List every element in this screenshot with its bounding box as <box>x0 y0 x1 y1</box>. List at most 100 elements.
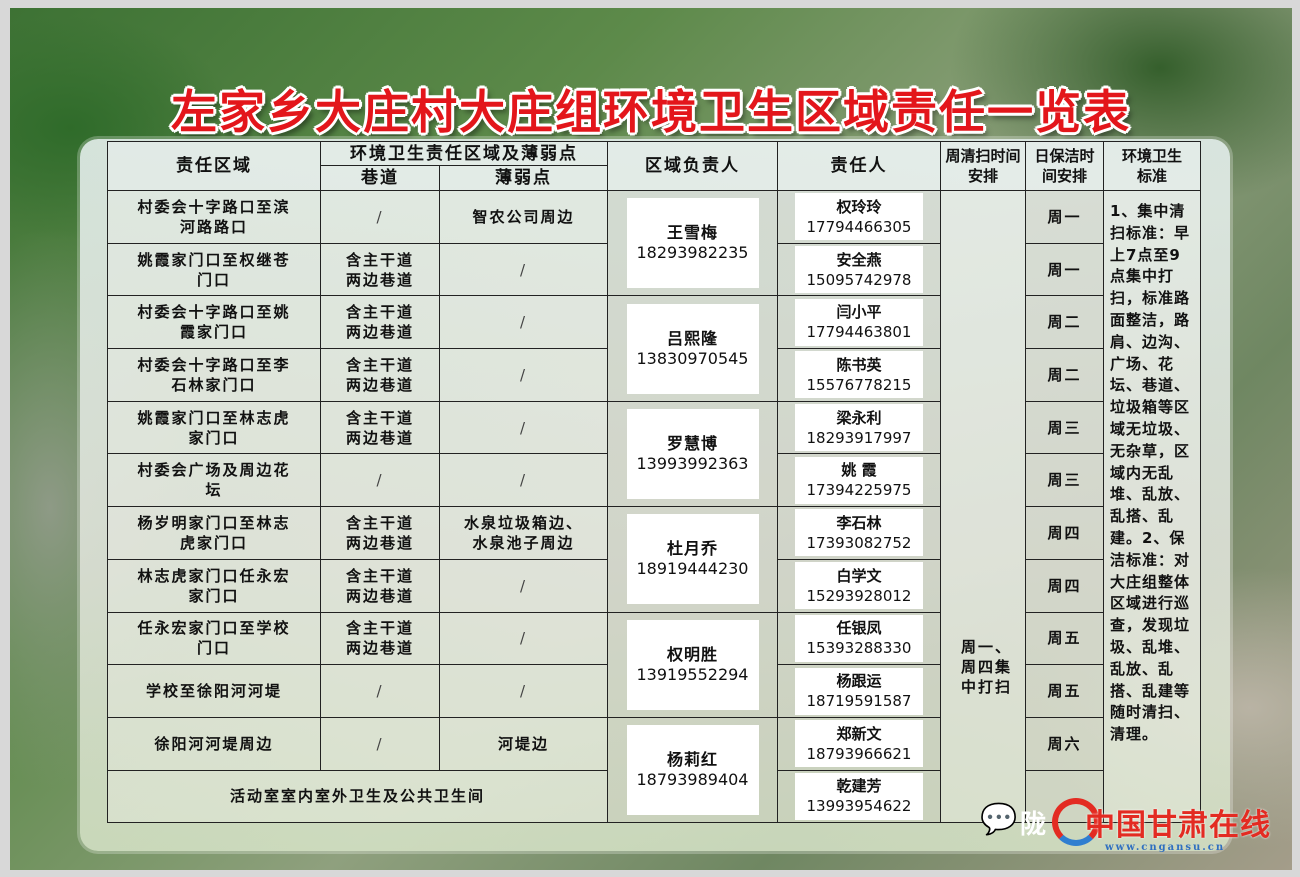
leader-card: 权明胜 13919552294 <box>626 619 759 710</box>
table-row: 村委会十字路口至姚霞家门口 含主干道两边巷道 / 吕熙隆 13830970545 闫小平 1… <box>107 295 1201 402</box>
area-cell: 村委会十字路口至李石林家门口 <box>107 348 321 402</box>
lane-cell: / <box>320 716 440 771</box>
weak-point-cell: / <box>439 664 608 718</box>
responsible-card: 李石林 17393082752 <box>795 509 923 557</box>
daily-schedule-cell: 周二 <box>1025 295 1104 350</box>
header-responsible: 责任人 <box>777 141 941 191</box>
responsible-card: 安全燕 15095742978 <box>795 246 923 294</box>
daily-schedule-cell: 周四 <box>1025 506 1104 560</box>
area-cell: 任永宏家门口至学校门口 <box>107 611 321 666</box>
responsible-name: 李石林 <box>836 513 882 532</box>
watermark-brand: 中国甘肃在线 <box>1085 808 1271 843</box>
responsible-name: 郑新文 <box>836 724 882 743</box>
responsible-cell: 陈书英 15576778215 <box>777 348 941 402</box>
responsible-cell: 权玲玲 17794466305 <box>777 190 941 244</box>
weak-point-cell: / <box>439 295 608 350</box>
area-cell: 活动室室内室外卫生及公共卫生间 <box>107 769 608 824</box>
responsible-name: 闫小平 <box>836 303 882 322</box>
lane-cell: / <box>320 453 440 508</box>
responsible-card: 任银凤 15393288330 <box>795 614 923 662</box>
table-row: 姚霞家门口至林志虎家门口 含主干道两边巷道 / 罗慧博 13993992363 梁永利 18… <box>107 400 1201 508</box>
header-area: 责任区域 <box>107 141 321 191</box>
watermark-url: www.cngansu.cn <box>1105 842 1226 853</box>
header-standard: 环境卫生标准 <box>1103 141 1201 191</box>
leader-phone: 13830970545 <box>636 348 749 368</box>
leader-phone: 18293982235 <box>636 243 749 263</box>
table-row: 村委会广场及周边花坛 / / 姚 霞 17394225975 周三 <box>107 453 1201 508</box>
lane-cell: / <box>320 190 440 244</box>
responsible-cell: 郑新文 18793966621 <box>777 716 941 771</box>
daily-schedule-cell: 周四 <box>1025 558 1104 613</box>
responsible-cell: 闫小平 17794463801 <box>777 295 941 350</box>
leader-card: 杨莉红 18793989404 <box>626 725 759 816</box>
responsible-name: 姚 霞 <box>841 461 877 480</box>
responsible-cell: 姚 霞 17394225975 <box>777 453 941 508</box>
area-cell: 姚霞家门口至权继苍门口 <box>107 242 321 297</box>
area-cell: 学校至徐阳河河堤 <box>107 664 321 718</box>
leader-cell: 罗慧博 13993992363 <box>607 400 778 508</box>
weak-point-cell: / <box>439 453 608 508</box>
daily-schedule-cell: 周一 <box>1025 190 1104 244</box>
leader-name: 杜月乔 <box>666 539 718 559</box>
responsible-card: 权玲玲 17794466305 <box>795 193 923 241</box>
responsible-card: 陈书英 15576778215 <box>795 351 923 399</box>
responsible-cell: 任银凤 15393288330 <box>777 611 941 666</box>
table-row: 徐阳河河堤周边 / 河堤边 杨莉红 18793989404 郑新文 18793966621 周… <box>107 716 1201 824</box>
responsible-phone: 17794466305 <box>806 217 912 236</box>
daily-schedule-cell: 周六 <box>1025 716 1104 771</box>
responsible-cell: 白学文 15293928012 <box>777 558 941 613</box>
weak-point-cell: / <box>439 242 608 297</box>
header-daily: 日保洁时间安排 <box>1025 141 1104 191</box>
leader-card: 吕熙隆 13830970545 <box>626 303 759 394</box>
responsible-card: 梁永利 18293917997 <box>795 404 923 452</box>
header-weak: 薄弱点 <box>439 165 608 191</box>
responsible-phone: 15393288330 <box>806 639 912 658</box>
area-cell: 徐阳河河堤周边 <box>107 716 321 771</box>
responsible-phone: 18793966621 <box>806 744 912 763</box>
lane-cell: 含主干道两边巷道 <box>320 295 440 350</box>
area-cell: 杨岁明家门口至林志虎家门口 <box>107 506 321 560</box>
weak-point-cell: / <box>439 558 608 613</box>
header-leader: 区域负责人 <box>607 141 778 191</box>
responsible-card: 闫小平 17794463801 <box>795 298 923 346</box>
leader-name: 杨莉红 <box>666 750 718 770</box>
brand-logo-icon <box>1052 798 1100 846</box>
lane-cell: 含主干道两边巷道 <box>320 506 440 560</box>
daily-schedule-cell: 周五 <box>1025 664 1104 718</box>
leader-cell: 权明胜 13919552294 <box>607 611 778 718</box>
table-row: 活动室室内室外卫生及公共卫生间 乾建芳 13993954622 <box>107 769 1201 824</box>
lane-cell: 含主干道两边巷道 <box>320 400 440 455</box>
responsible-name: 乾建芳 <box>836 777 882 796</box>
responsible-cell: 安全燕 15095742978 <box>777 242 941 297</box>
weak-point-cell: 水泉垃圾箱边、水泉池子周边 <box>439 506 608 560</box>
table-row: 村委会十字路口至滨河路路口 / 智农公司周边 王雪梅 18293982235 权玲玲 177… <box>107 189 1201 824</box>
area-cell: 村委会十字路口至滨河路路口 <box>107 190 321 244</box>
table-row: 杨岁明家门口至林志虎家门口 含主干道两边巷道 水泉垃圾箱边、水泉池子周边 杜月乔 189… <box>107 506 1201 613</box>
daily-schedule-cell: 周一 <box>1025 242 1104 297</box>
header-weekly: 周清扫时间安排 <box>940 141 1026 191</box>
area-cell: 林志虎家门口任永宏家门口 <box>107 558 321 613</box>
weak-point-cell: / <box>439 400 608 455</box>
responsible-card: 姚 霞 17394225975 <box>795 456 923 504</box>
responsible-cell: 杨跟运 18719591587 <box>777 664 941 718</box>
responsible-phone: 17794463801 <box>806 323 912 342</box>
leader-cell: 吕熙隆 13830970545 <box>607 295 778 402</box>
leader-cell: 杜月乔 18919444230 <box>607 506 778 613</box>
responsible-phone: 15576778215 <box>806 375 912 394</box>
lane-cell: 含主干道两边巷道 <box>320 348 440 402</box>
header-lane: 巷道 <box>320 165 440 191</box>
responsible-name: 杨跟运 <box>836 672 882 691</box>
responsible-name: 任银凤 <box>836 619 882 638</box>
responsible-phone: 15095742978 <box>806 270 912 289</box>
area-cell: 村委会广场及周边花坛 <box>107 453 321 508</box>
daily-schedule-cell: 周三 <box>1025 400 1104 455</box>
leader-card: 王雪梅 18293982235 <box>626 198 759 289</box>
daily-schedule-cell: 周三 <box>1025 453 1104 508</box>
leader-name: 罗慧博 <box>666 433 718 453</box>
responsible-name: 安全燕 <box>836 250 882 269</box>
responsible-name: 陈书英 <box>836 355 882 374</box>
leader-cell: 王雪梅 18293982235 <box>607 189 778 297</box>
leader-phone: 13993992363 <box>636 453 749 473</box>
table-row: 村委会十字路口至李石林家门口 含主干道两边巷道 / 陈书英 15576778215 周二 <box>107 348 1201 402</box>
daily-schedule-cell: 周二 <box>1025 348 1104 402</box>
